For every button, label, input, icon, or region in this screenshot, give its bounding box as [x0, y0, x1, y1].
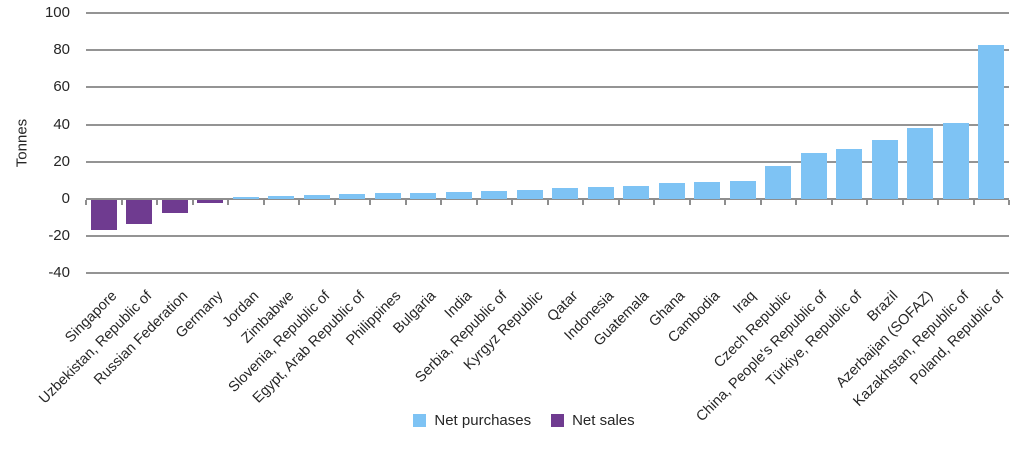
axis-tick-mark	[298, 200, 300, 205]
axis-tick-mark	[404, 200, 407, 205]
y-tick-label: 100	[44, 4, 70, 21]
bar-cambodia	[694, 182, 721, 199]
y-tick-label: 80	[53, 41, 70, 59]
axis-tick-mark	[227, 200, 229, 205]
bar-kyrgyz-republic	[516, 189, 543, 199]
axis-tick-mark	[582, 200, 584, 205]
y-tick-label: 0	[61, 190, 70, 207]
legend-item: Net purchases	[413, 412, 531, 429]
gridline	[86, 272, 1009, 275]
y-tick-label: 20	[53, 152, 70, 170]
gridline	[86, 86, 1009, 89]
bar-serbia-republic-of	[481, 190, 508, 199]
gridline	[86, 160, 1009, 163]
bar-azerbaijan-sofaz	[907, 128, 934, 199]
axis-tick-mark	[972, 200, 975, 205]
bar-guatemala	[623, 186, 650, 199]
bar-russian-federation	[161, 200, 188, 213]
axis-tick-mark	[191, 200, 194, 205]
axis-tick-mark	[546, 200, 549, 205]
y-tick-label: 60	[53, 78, 70, 96]
bar-slovenia-republic-of	[303, 195, 330, 199]
legend-label: Net sales	[572, 412, 635, 429]
axis-tick-mark	[653, 200, 655, 205]
chart-legend: Net purchases Net sales	[0, 412, 1024, 429]
legend-swatch-icon	[551, 414, 565, 427]
axis-tick-mark	[333, 200, 336, 205]
axis-tick-mark	[262, 200, 265, 205]
y-tick-label: -20	[48, 227, 70, 245]
axis-tick-mark	[511, 200, 513, 205]
axis-tick-mark	[475, 200, 478, 205]
bar-brazil	[871, 139, 898, 199]
axis-tick-mark	[120, 200, 123, 205]
legend-swatch-icon	[413, 414, 427, 427]
bar-philippines	[374, 193, 401, 199]
axis-tick-mark	[724, 200, 726, 205]
axis-tick-mark	[937, 200, 939, 205]
axis-tick-mark	[795, 200, 797, 205]
bar-indonesia	[587, 186, 614, 199]
bar-kazakhstan-republic-of	[942, 122, 969, 199]
axis-tick-mark	[688, 200, 691, 205]
y-tick-label: -40	[48, 264, 70, 282]
gridline	[86, 12, 1009, 14]
axis-tick-mark	[759, 200, 762, 205]
bar-zimbabwe	[268, 196, 295, 199]
bar-china-people-s-republic-of	[800, 152, 827, 199]
bar-ghana	[658, 183, 685, 199]
axis-tick-mark	[85, 200, 87, 205]
bar-iraq	[729, 181, 756, 199]
x-axis-line	[86, 198, 1009, 200]
gridline	[86, 123, 1009, 126]
gridline	[86, 49, 1009, 52]
x-tick-label: Iraq	[730, 288, 760, 317]
bar-jordan	[232, 197, 259, 199]
bar-poland-republic-of	[978, 44, 1005, 199]
axis-tick-mark	[1008, 200, 1010, 205]
legend-label: Net purchases	[434, 412, 532, 429]
bar-germany	[197, 200, 224, 203]
axis-tick-mark	[866, 200, 868, 205]
bar-egypt-arab-republic-of	[339, 194, 366, 199]
y-tick-label: 40	[53, 115, 70, 133]
bar-bulgaria	[410, 192, 437, 199]
axis-tick-mark	[369, 200, 371, 205]
bar-t-rkiye-republic-of	[836, 148, 863, 199]
axis-tick-mark	[440, 200, 442, 205]
bar-uzbekistan-republic-of	[126, 200, 153, 225]
gridline	[86, 235, 1009, 238]
bar-india	[445, 191, 472, 199]
bar-singapore	[90, 200, 117, 230]
bar-qatar	[552, 187, 579, 199]
axis-tick-mark	[617, 200, 620, 205]
axis-tick-mark	[901, 200, 904, 205]
bar-czech-republic	[765, 165, 792, 199]
axis-tick-mark	[830, 200, 833, 205]
axis-tick-mark	[156, 200, 158, 205]
legend-item: Net sales	[551, 412, 635, 429]
